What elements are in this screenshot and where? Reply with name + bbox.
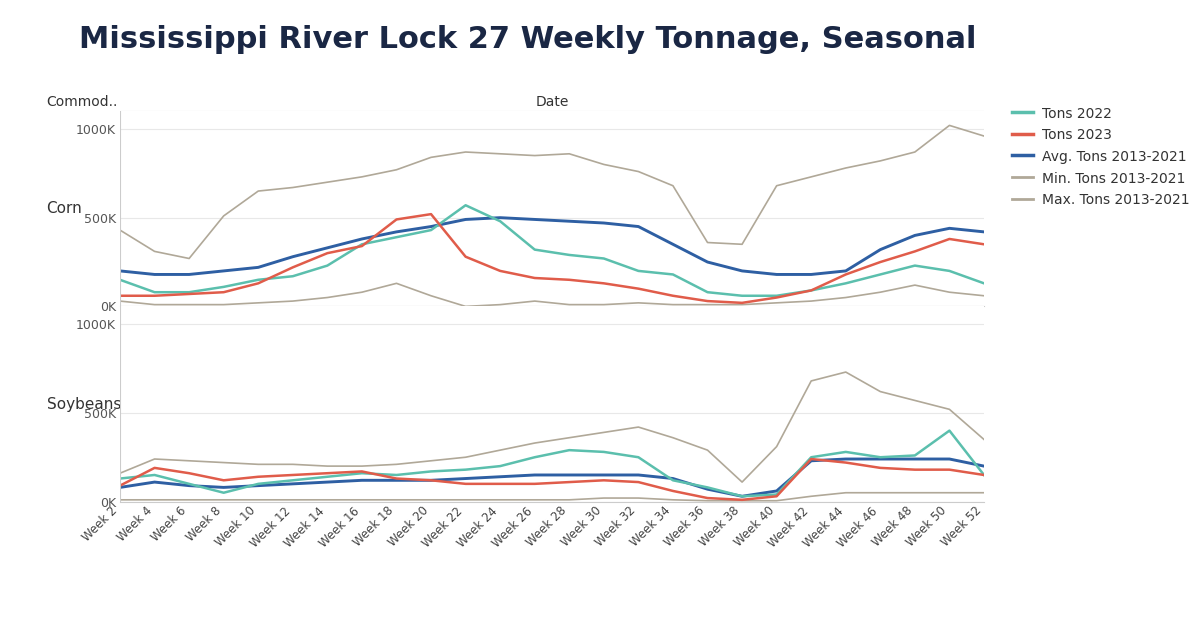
Text: Corn: Corn [47, 201, 83, 216]
Text: Commod..: Commod.. [47, 95, 118, 109]
Legend: Tons 2022, Tons 2023, Avg. Tons 2013-2021, Min. Tons 2013-2021, Max. Tons 2013-2: Tons 2022, Tons 2023, Avg. Tons 2013-202… [1008, 103, 1193, 211]
Text: Date: Date [535, 95, 569, 109]
Text: Soybeans: Soybeans [47, 396, 121, 411]
Text: Mississippi River Lock 27 Weekly Tonnage, Seasonal: Mississippi River Lock 27 Weekly Tonnage… [79, 25, 977, 54]
